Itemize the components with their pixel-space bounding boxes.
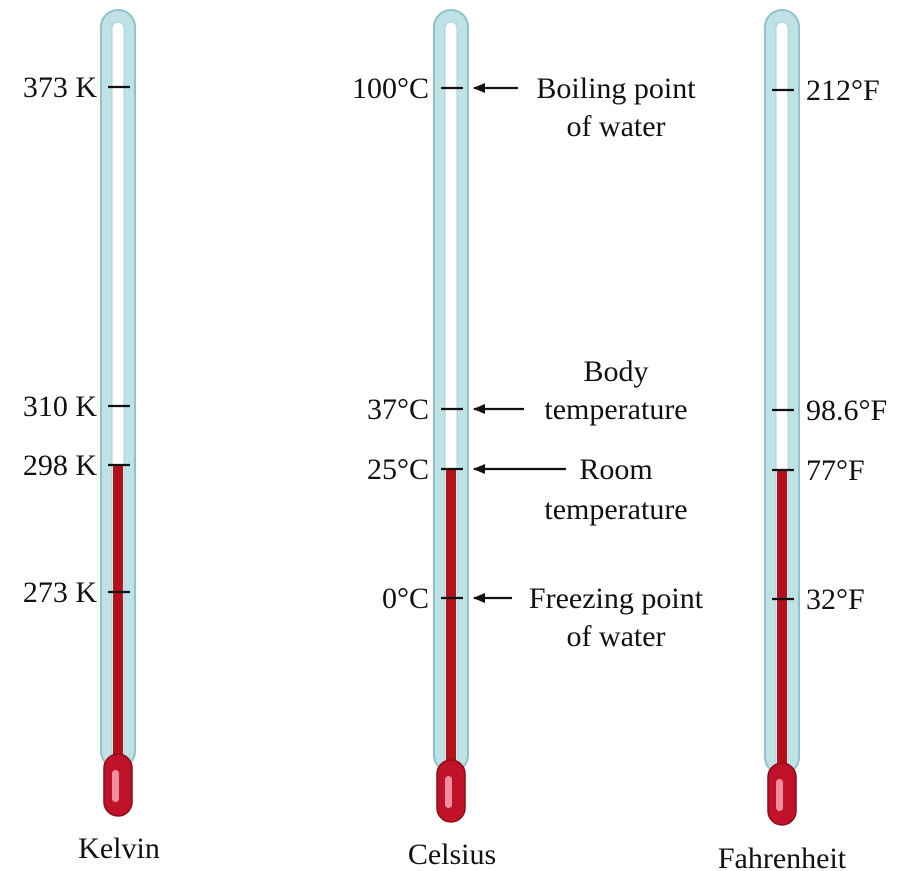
annotation-room-line1: Room <box>579 453 652 486</box>
tick-label-25c: 25°C <box>367 453 429 486</box>
bulb-highlight <box>112 770 119 802</box>
mercury-column <box>113 465 123 765</box>
annotation-body-line2: temperature <box>544 393 687 426</box>
annotation-boiling-line1: Boiling point <box>536 72 696 105</box>
tick-label-373k: 373 K <box>23 71 98 104</box>
annotation-boiling-line2: of water <box>566 110 665 143</box>
mercury-column <box>777 470 787 772</box>
tick-label-0c: 0°C <box>382 582 429 615</box>
tick-label-37c: 37°C <box>367 393 429 426</box>
mercury-column <box>446 469 456 769</box>
tick-label-32f: 32°F <box>806 583 865 616</box>
tick-label-98-6f: 98.6°F <box>806 394 887 427</box>
bulb-highlight <box>776 779 783 811</box>
scale-name-kelvin: Kelvin <box>78 832 160 865</box>
tick-label-310k: 310 K <box>23 390 98 423</box>
thermometer-fahrenheit: 212°F 98.6°F 77°F 32°F Fahrenheit <box>718 9 887 871</box>
tick-label-298k: 298 K <box>23 449 98 482</box>
tick-label-100c: 100°C <box>352 72 429 105</box>
thermometer-kelvin: 373 K 310 K 298 K 273 K Kelvin <box>23 9 160 865</box>
bulb-highlight <box>445 776 452 808</box>
annotation-body-line1: Body <box>583 355 648 388</box>
scale-name-celsius: Celsius <box>408 838 496 871</box>
annotation-freezing-line2: of water <box>566 620 665 653</box>
tick-label-77f: 77°F <box>806 454 865 487</box>
tick-label-273k: 273 K <box>23 576 98 609</box>
thermometer-celsius: 100°C 37°C 25°C 0°C Boiling point of wat… <box>352 9 704 871</box>
annotation-freezing-line1: Freezing point <box>529 582 704 615</box>
tick-label-212f: 212°F <box>806 74 880 107</box>
annotation-room-line2: temperature <box>544 493 687 526</box>
scale-name-fahrenheit: Fahrenheit <box>718 842 847 871</box>
